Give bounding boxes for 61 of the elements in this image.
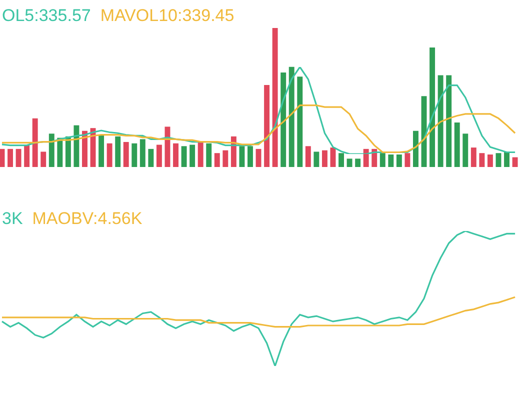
bar xyxy=(355,158,361,167)
bar xyxy=(40,152,46,167)
bar xyxy=(190,144,196,167)
bar xyxy=(8,148,13,167)
bar xyxy=(363,148,369,167)
bar xyxy=(264,84,270,167)
text: MAOBV:4.56K xyxy=(32,209,143,228)
bar xyxy=(123,142,129,167)
bar xyxy=(413,130,418,167)
bar xyxy=(140,139,146,167)
text: OL5:335.57 xyxy=(2,6,91,25)
bar xyxy=(462,134,468,167)
bar xyxy=(206,143,212,167)
bar xyxy=(404,153,410,167)
bar xyxy=(396,154,402,167)
bar xyxy=(380,153,386,167)
bar xyxy=(305,146,311,167)
bar xyxy=(288,66,294,167)
bar xyxy=(0,148,5,167)
bar xyxy=(446,75,452,167)
bar xyxy=(454,122,460,167)
bar xyxy=(272,28,278,167)
bar xyxy=(222,150,228,167)
text: 3K xyxy=(2,209,24,228)
bar xyxy=(430,47,436,167)
bar xyxy=(470,148,476,167)
bar xyxy=(48,134,54,167)
bar xyxy=(504,152,510,167)
bar xyxy=(173,143,178,167)
bar xyxy=(487,154,493,167)
bar xyxy=(106,143,112,167)
bar xyxy=(338,153,344,167)
bar xyxy=(148,148,154,167)
bar xyxy=(115,136,121,167)
bar xyxy=(214,153,220,167)
bar xyxy=(438,75,444,167)
bar xyxy=(132,143,138,167)
bar xyxy=(248,146,253,167)
bar xyxy=(496,153,502,167)
bar xyxy=(198,142,204,167)
bar xyxy=(239,146,245,167)
bar xyxy=(24,144,30,167)
bar xyxy=(388,154,394,167)
bar xyxy=(98,135,104,167)
bar xyxy=(280,72,286,167)
bar xyxy=(297,76,303,167)
bar xyxy=(32,118,38,167)
bar xyxy=(479,153,485,167)
bar xyxy=(322,150,328,167)
bar xyxy=(156,144,162,167)
bar xyxy=(82,130,88,167)
bar xyxy=(372,148,378,167)
bar xyxy=(346,158,352,167)
text: MAVOL10:339.45 xyxy=(100,6,234,25)
bar xyxy=(181,146,187,167)
bar xyxy=(256,148,262,167)
bar xyxy=(314,152,320,167)
bar xyxy=(57,138,63,167)
bar xyxy=(16,148,22,167)
bar xyxy=(512,157,518,167)
bar xyxy=(74,125,80,167)
